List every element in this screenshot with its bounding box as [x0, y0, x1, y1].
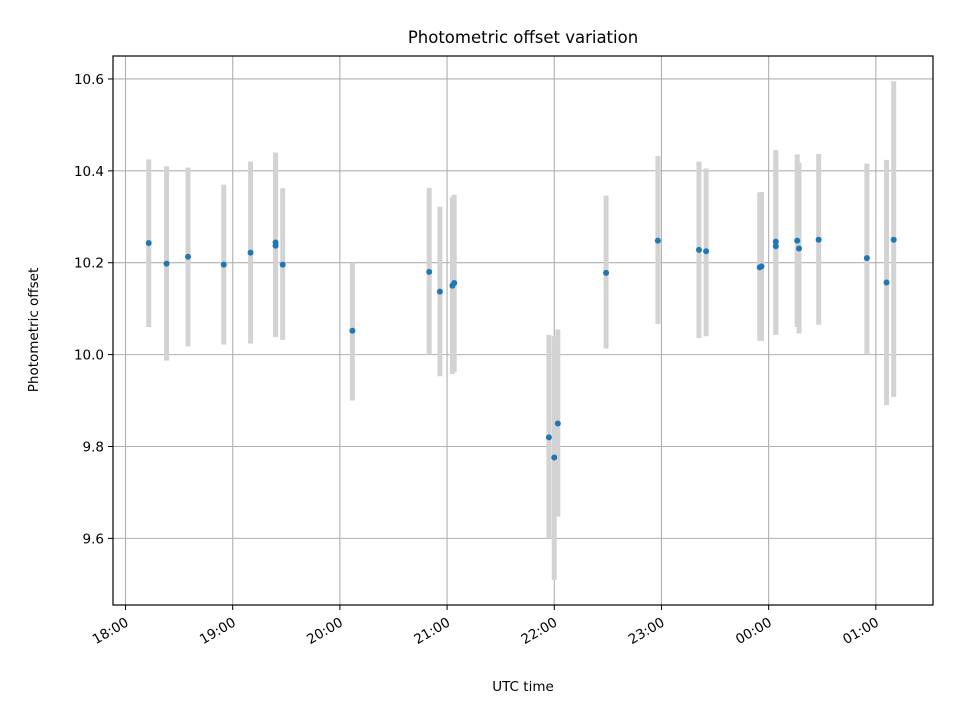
data-point [272, 242, 279, 249]
y-tick-label: 9.6 [83, 531, 104, 547]
data-point [185, 253, 192, 260]
y-tick-label: 9.8 [83, 440, 104, 456]
data-point [426, 268, 433, 275]
y-tick-label: 10.2 [74, 256, 104, 272]
y-axis-label: Photometric offset [26, 268, 42, 392]
data-points [145, 236, 897, 461]
data-point [220, 261, 227, 268]
x-tick-label: 20:00 [304, 615, 346, 648]
x-tick-label: 01:00 [840, 615, 882, 648]
data-point [654, 237, 661, 244]
data-point [163, 260, 170, 267]
chart-title: Photometric offset variation [408, 28, 638, 47]
data-point [554, 420, 561, 427]
grid [113, 56, 933, 605]
x-tick-label: 19:00 [197, 615, 239, 648]
data-point [436, 288, 443, 295]
data-point [883, 279, 890, 286]
data-point [863, 255, 870, 262]
y-tick-label: 10.0 [74, 348, 104, 364]
data-point [551, 454, 558, 461]
data-point [796, 245, 803, 252]
data-point [695, 246, 702, 253]
data-point [349, 327, 356, 334]
x-tick-label: 23:00 [626, 615, 668, 648]
data-point [815, 236, 822, 243]
x-tick-label: 00:00 [733, 615, 775, 648]
data-point [145, 239, 152, 246]
plot-area [112, 55, 934, 606]
y-tick-label: 10.4 [74, 164, 104, 180]
data-point [247, 249, 254, 256]
x-tick-label: 18:00 [90, 615, 132, 648]
data-point [772, 238, 779, 245]
data-point [794, 237, 801, 244]
y-tick-label: 10.6 [74, 72, 104, 88]
data-point [772, 243, 779, 250]
x-tick-label: 22:00 [519, 615, 561, 648]
error-bars [146, 81, 897, 580]
data-point [703, 248, 710, 255]
data-point [451, 279, 458, 286]
data-point [279, 261, 286, 268]
data-point [758, 263, 765, 270]
axis-ticks: 18:00 19:00 20:00 21:00 22:00 23:00 00:00 01:00… [74, 72, 882, 648]
data-point [603, 269, 610, 276]
data-point [890, 236, 897, 243]
x-tick-label: 21:00 [411, 615, 453, 648]
data-point [545, 434, 552, 441]
x-axis-label: UTC time [492, 679, 554, 695]
